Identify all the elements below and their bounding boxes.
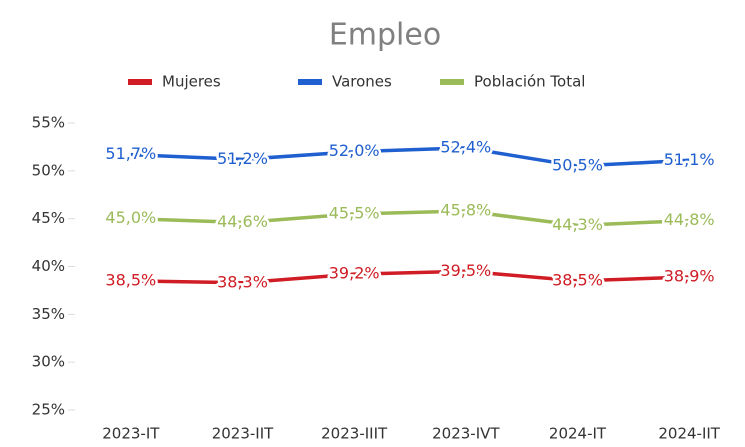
data-label: 39,2% <box>329 264 380 283</box>
data-label: 45,0% <box>105 208 156 227</box>
series-line <box>130 209 690 228</box>
y-tick-label: 40% <box>32 257 65 275</box>
data-label: 52,0% <box>329 141 380 160</box>
data-label: 50,5% <box>552 156 603 175</box>
data-label: 44,8% <box>664 210 715 229</box>
y-tick-label: 35% <box>32 305 65 323</box>
data-label: 44,3% <box>552 215 603 234</box>
legend-swatch <box>440 79 464 85</box>
data-label: 45,5% <box>329 203 380 222</box>
y-tick-label: 25% <box>32 401 65 419</box>
data-label: 52,4% <box>440 137 491 156</box>
x-tick-label: 2023-IIT <box>212 425 274 443</box>
x-tick-label: 2023-IIIT <box>321 425 388 443</box>
legend-label: Población Total <box>474 73 585 91</box>
legend-label: Mujeres <box>162 73 221 91</box>
y-tick-label: 50% <box>32 161 65 179</box>
x-tick-label: 2023-IT <box>102 425 160 443</box>
legend-label: Varones <box>332 73 392 91</box>
legend-swatch <box>128 79 152 85</box>
y-tick-label: 45% <box>32 209 65 227</box>
legend-swatch <box>298 79 322 85</box>
data-label: 51,2% <box>217 149 268 168</box>
data-label: 51,1% <box>664 150 715 169</box>
data-label: 39,5% <box>440 261 491 280</box>
x-tick-label: 2024-IIT <box>658 425 720 443</box>
x-tick-label: 2023-IVT <box>432 425 500 443</box>
series-line <box>130 269 690 285</box>
data-label: 38,5% <box>105 270 156 289</box>
data-label: 45,8% <box>440 201 491 220</box>
series-line <box>130 146 690 168</box>
data-label: 38,3% <box>217 272 268 291</box>
chart-title: Empleo <box>329 18 441 53</box>
data-label: 51,7% <box>105 144 156 163</box>
x-tick-label: 2024-IT <box>549 425 607 443</box>
data-label: 38,5% <box>552 270 603 289</box>
y-tick-label: 30% <box>32 353 65 371</box>
data-label: 38,9% <box>664 267 715 286</box>
y-tick-label: 55% <box>32 114 65 132</box>
data-label: 44,6% <box>217 212 268 231</box>
